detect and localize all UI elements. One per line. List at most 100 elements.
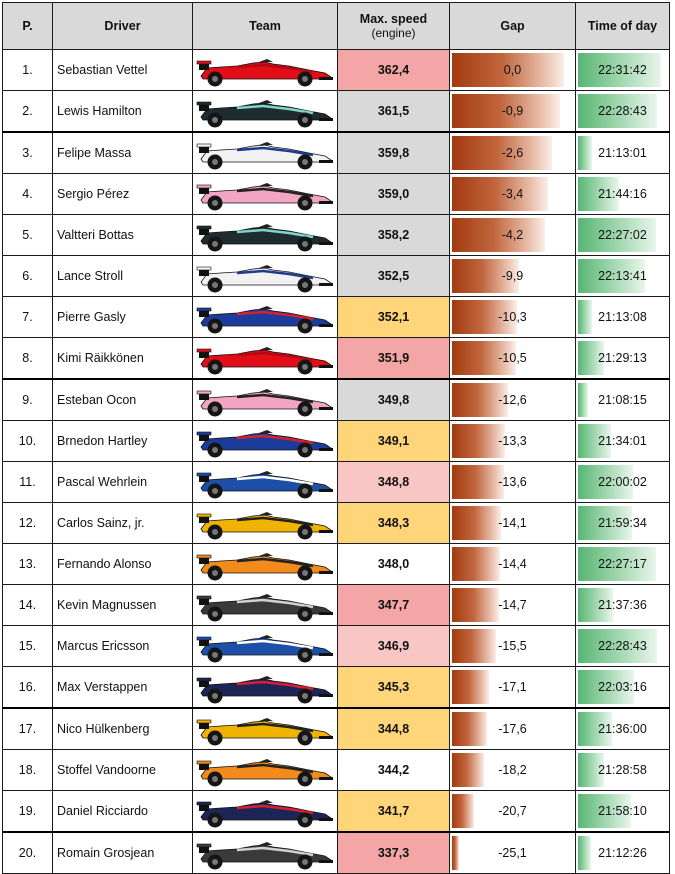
table-row: 16. Max Verstappen 345,3 -17,1 22:03:16 (2, 666, 670, 709)
gap-bar (452, 588, 499, 622)
max-speed-cell: 358,2 (337, 214, 450, 256)
position-cell: 4. (2, 173, 53, 215)
max-speed-cell: 361,5 (337, 90, 450, 133)
time-of-day-value: 21:44:16 (598, 187, 647, 201)
time-of-day-cell: 22:28:43 (575, 625, 670, 667)
gap-bar (452, 712, 487, 746)
time-of-day-cell: 22:13:41 (575, 255, 670, 297)
time-of-day-bar (578, 753, 604, 787)
position-cell: 1. (2, 49, 53, 91)
time-of-day-bar (578, 547, 656, 581)
time-of-day-cell: 22:03:16 (575, 666, 670, 709)
time-of-day-bar (578, 300, 592, 334)
time-of-day-cell: 22:27:02 (575, 214, 670, 256)
gap-value: -0,9 (501, 104, 524, 118)
team-cell (192, 831, 338, 874)
gap-cell: -14,7 (449, 584, 576, 626)
gap-cell: -14,4 (449, 543, 576, 585)
gap-value: 0,0 (503, 63, 522, 77)
position-cell: 14. (2, 584, 53, 626)
gap-value: -13,6 (498, 475, 527, 489)
max-speed-cell: 346,9 (337, 625, 450, 667)
time-of-day-cell: 21:29:13 (575, 337, 670, 380)
max-speed-cell: 349,1 (337, 420, 450, 462)
ferrari-car-icon (196, 347, 333, 375)
table-row: 4. Sergio Pérez 359,0 -3,4 21:44:16 (2, 173, 670, 215)
team-cell (192, 131, 338, 174)
header-position: P. (2, 2, 53, 50)
gap-cell: -2,6 (449, 131, 576, 174)
table-row: 3. Felipe Massa 359,8 -2,6 21:13:01 (2, 131, 670, 174)
time-of-day-value: 22:03:16 (598, 680, 647, 694)
time-of-day-cell: 21:12:26 (575, 831, 670, 874)
max-speed-cell: 345,3 (337, 666, 450, 709)
red-bull-car-icon (196, 676, 333, 704)
time-of-day-bar (578, 712, 612, 746)
time-of-day-cell: 21:13:08 (575, 296, 670, 338)
gap-value: -10,3 (498, 310, 527, 324)
gap-cell: -25,1 (449, 831, 576, 874)
gap-value: -10,5 (498, 351, 527, 365)
max-speed-cell: 347,7 (337, 584, 450, 626)
gap-bar (452, 177, 548, 211)
driver-cell: Sergio Pérez (52, 173, 193, 215)
gap-value: -25,1 (498, 846, 527, 860)
gap-cell: -20,7 (449, 790, 576, 833)
time-of-day-value: 22:28:43 (598, 104, 647, 118)
gap-cell: 0,0 (449, 49, 576, 91)
gap-bar (452, 424, 505, 458)
ferrari-car-icon (196, 59, 333, 87)
table-row: 9. Esteban Ocon 349,8 -12,6 21:08:15 (2, 378, 670, 421)
position-cell: 9. (2, 378, 53, 421)
max-speed-cell: 351,9 (337, 337, 450, 380)
gap-cell: -14,1 (449, 502, 576, 544)
time-of-day-bar (578, 136, 592, 170)
team-cell (192, 543, 338, 585)
gap-bar (452, 506, 501, 540)
gap-bar (452, 629, 496, 663)
time-of-day-value: 21:13:01 (598, 146, 647, 160)
time-of-day-cell: 21:28:58 (575, 749, 670, 791)
time-of-day-value: 21:13:08 (598, 310, 647, 324)
driver-cell: Kimi Räikkönen (52, 337, 193, 380)
time-of-day-bar (578, 506, 632, 540)
time-of-day-bar (578, 588, 613, 622)
time-of-day-bar (578, 629, 657, 663)
position-cell: 6. (2, 255, 53, 297)
gap-cell: -9,9 (449, 255, 576, 297)
toro-rosso-car-icon (196, 430, 333, 458)
mercedes-car-icon (196, 100, 333, 128)
time-of-day-value: 22:27:17 (598, 557, 647, 571)
table-row: 6. Lance Stroll 352,5 -9,9 22:13:41 (2, 255, 670, 297)
driver-cell: Esteban Ocon (52, 378, 193, 421)
time-of-day-cell: 22:28:43 (575, 90, 670, 133)
position-cell: 2. (2, 90, 53, 133)
header-max-speed-label: Max. speed (359, 12, 428, 26)
team-cell (192, 173, 338, 215)
gap-cell: -13,3 (449, 420, 576, 462)
gap-value: -12,6 (498, 393, 527, 407)
toro-rosso-car-icon (196, 306, 333, 334)
time-of-day-value: 21:29:13 (598, 351, 647, 365)
table-row: 12. Carlos Sainz, jr. 348,3 -14,1 21:59:34 (2, 502, 670, 544)
gap-bar (452, 300, 517, 334)
driver-cell: Lewis Hamilton (52, 90, 193, 133)
team-cell (192, 214, 338, 256)
time-of-day-value: 21:58:10 (598, 804, 647, 818)
gap-cell: -10,5 (449, 337, 576, 380)
force-india-car-icon (196, 183, 333, 211)
time-of-day-cell: 21:34:01 (575, 420, 670, 462)
max-speed-cell: 348,0 (337, 543, 450, 585)
driver-cell: Romain Grosjean (52, 831, 193, 874)
gap-cell: -3,4 (449, 173, 576, 215)
header-row: P. Driver Team Max. speed (engine) Gap T… (2, 2, 670, 50)
gap-cell: -13,6 (449, 461, 576, 503)
gap-cell: -10,3 (449, 296, 576, 338)
position-cell: 5. (2, 214, 53, 256)
max-speed-cell: 337,3 (337, 831, 450, 874)
table-row: 13. Fernando Alonso 348,0 -14,4 22:27:17 (2, 543, 670, 585)
table-row: 17. Nico Hülkenberg 344,8 -17,6 21:36:00 (2, 707, 670, 750)
gap-bar (452, 794, 474, 828)
gap-value: -18,2 (498, 763, 527, 777)
driver-cell: Fernando Alonso (52, 543, 193, 585)
